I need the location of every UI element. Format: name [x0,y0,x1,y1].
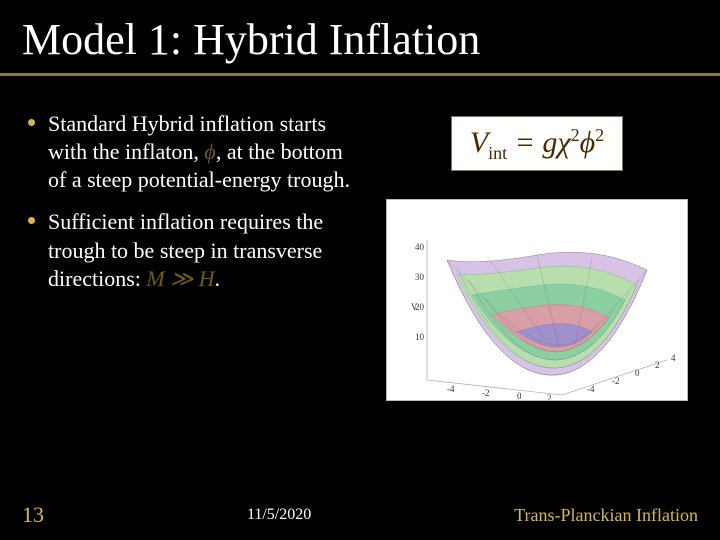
svg-text:0: 0 [517,391,522,400]
content-area: Standard Hybrid inflation starts with th… [0,76,720,401]
slide-number: 13 [0,502,44,528]
bullet-list: Standard Hybrid inflation starts with th… [24,110,358,293]
footer-date: 11/5/2020 [44,506,514,524]
phi-symbol: ϕ [204,139,215,164]
svg-text:-2: -2 [612,376,620,386]
equation-box: Vint = gχ2ϕ2 [451,116,623,171]
svg-text:30: 30 [415,272,425,282]
footer-right: Trans-Planckian Inflation [514,505,720,526]
bullets-column: Standard Hybrid inflation starts with th… [24,110,358,401]
bullet-text-post: . [215,266,221,291]
svg-text:-4: -4 [587,384,595,394]
svg-text:40: 40 [415,242,425,252]
svg-text:20: 20 [415,302,425,312]
math-condition: M ≫ H [146,266,214,291]
figure-column: Vint = gχ2ϕ2 [378,110,696,401]
svg-text:-4: -4 [447,384,455,394]
bullet-item: Sufficient inflation requires the trough… [24,208,358,292]
svg-text:4: 4 [671,353,676,363]
eq-sub: int [488,143,507,163]
plot-svg: V 40302010 -4-202 -4-2024 [387,200,687,400]
svg-text:10: 10 [415,332,425,342]
eq-chi: χ [557,126,570,159]
eq-sup2: 2 [595,125,604,145]
svg-text:-2: -2 [482,388,490,398]
surface-plot: V 40302010 -4-202 -4-2024 [386,199,688,401]
eq-V: V [470,126,488,159]
footer: 13 11/5/2020 Trans-Planckian Inflation [0,502,720,528]
eq-phi: ϕ [580,126,596,159]
svg-text:2: 2 [655,360,660,370]
svg-text:2: 2 [547,393,552,400]
eq-g: g [542,126,557,159]
eq-sup1: 2 [571,125,580,145]
page-title: Model 1: Hybrid Inflation [0,0,720,73]
svg-text:0: 0 [635,368,640,378]
eq-equals: = [507,126,542,159]
bullet-item: Standard Hybrid inflation starts with th… [24,110,358,194]
